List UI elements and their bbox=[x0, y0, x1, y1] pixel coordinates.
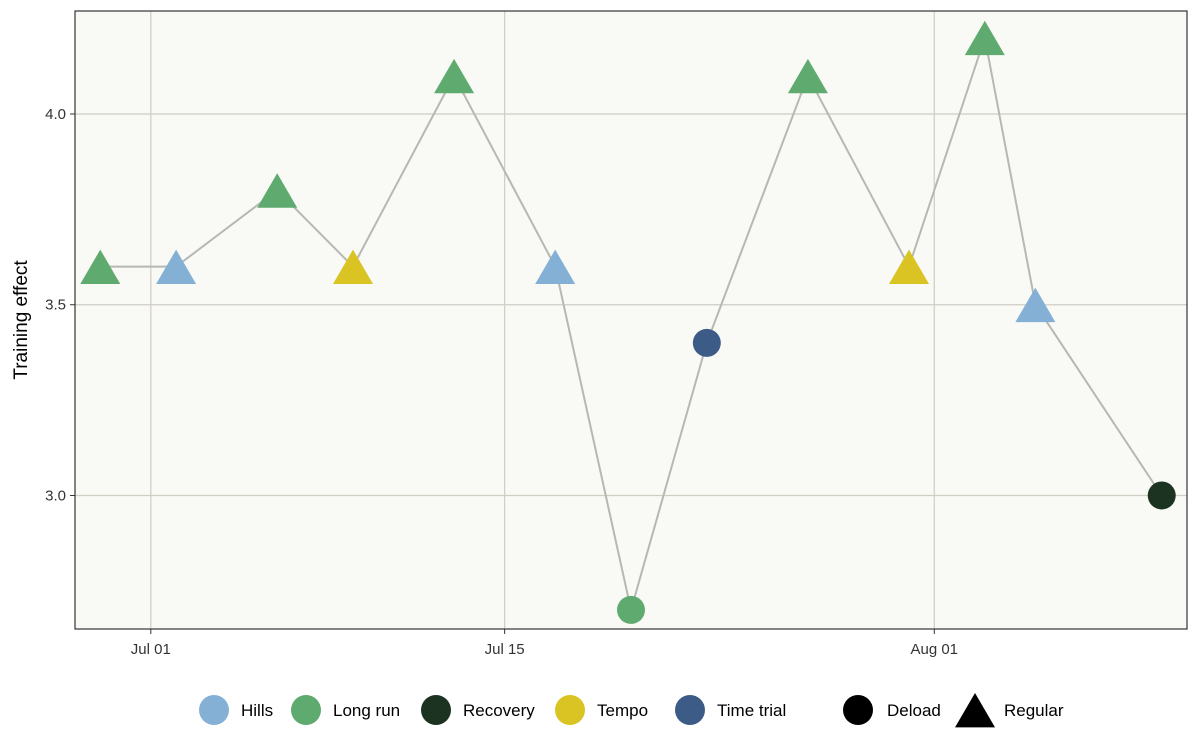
legend-shape-label-1: Regular bbox=[1004, 701, 1064, 720]
legend-shape-label-0: Deload bbox=[887, 701, 941, 720]
x-axis: Jul 01 Jul 15 Aug 01 bbox=[131, 629, 958, 658]
legend-key-tempo bbox=[555, 695, 585, 725]
legend-label-4: Time trial bbox=[717, 701, 786, 720]
y-axis: 3.0 3.5 4.0 bbox=[45, 106, 75, 504]
legend-label-3: Tempo bbox=[597, 701, 648, 720]
gridlines bbox=[75, 11, 1187, 629]
legend-label-0: Hills bbox=[241, 701, 273, 720]
legend-key-time-trial bbox=[675, 695, 705, 725]
legend-label-2: Recovery bbox=[463, 701, 535, 720]
point-5 bbox=[535, 249, 576, 284]
point-10 bbox=[964, 20, 1005, 56]
point-12 bbox=[1147, 481, 1176, 510]
x-tick-label-0: Jul 01 bbox=[131, 641, 171, 658]
legend-key-regular bbox=[955, 693, 995, 728]
point-2 bbox=[257, 173, 298, 208]
y-axis-title: Training effect bbox=[11, 260, 32, 380]
legend: Hills Long run Recovery Tempo Time trial Delo… bbox=[199, 693, 1064, 728]
y-tick-label-0: 3.0 bbox=[45, 487, 66, 504]
legend-key-long-run bbox=[291, 695, 321, 725]
data-markers bbox=[80, 20, 1176, 624]
point-6 bbox=[617, 595, 645, 624]
legend-key-recovery bbox=[421, 695, 451, 725]
legend-key-deload bbox=[843, 695, 873, 725]
point-7 bbox=[692, 328, 721, 357]
y-tick-label-1: 3.5 bbox=[45, 297, 66, 314]
point-1 bbox=[156, 249, 197, 284]
plot-border bbox=[74, 10, 1188, 630]
point-3 bbox=[333, 249, 373, 284]
y-tick-label-2: 4.0 bbox=[45, 106, 66, 123]
x-tick-label-1: Jul 15 bbox=[485, 641, 525, 658]
x-tick-label-2: Aug 01 bbox=[910, 641, 958, 658]
legend-key-hills bbox=[199, 695, 229, 725]
point-9 bbox=[889, 249, 929, 284]
point-4 bbox=[434, 58, 475, 94]
point-8 bbox=[787, 58, 828, 94]
point-11 bbox=[1015, 287, 1056, 323]
point-0 bbox=[80, 249, 121, 284]
legend-label-1: Long run bbox=[333, 701, 400, 720]
